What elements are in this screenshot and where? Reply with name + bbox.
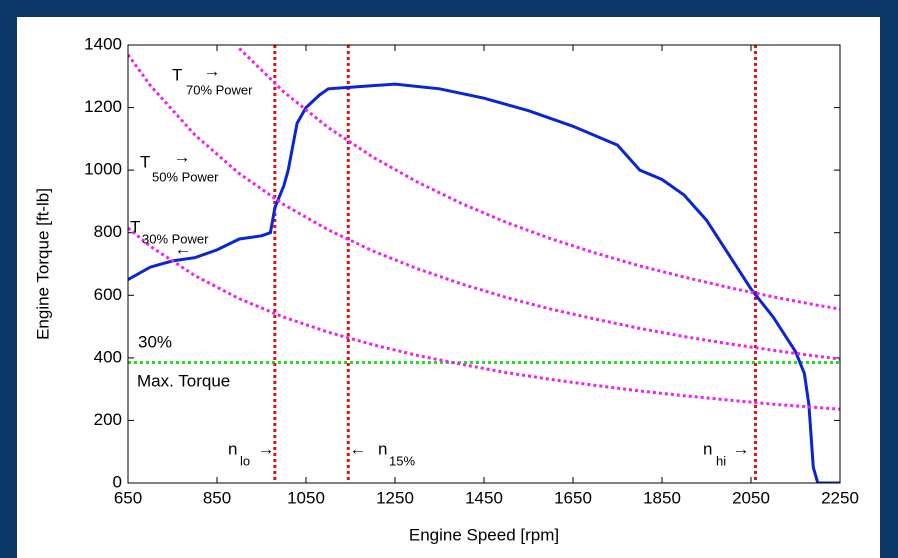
x-tick-label: 2250	[821, 488, 859, 507]
annotation-arrow: →	[204, 61, 221, 80]
x-axis-label: Engine Speed [rpm]	[409, 525, 559, 544]
annotation: n	[378, 439, 387, 458]
x-tick-label: 1650	[554, 488, 592, 507]
x-tick-label: 650	[114, 488, 142, 507]
x-tick-label: 850	[203, 488, 231, 507]
annotation: n	[228, 439, 237, 458]
annotation-subscript: 50% Power	[152, 169, 219, 184]
annotation: n	[703, 439, 712, 458]
annotation-arrow: →	[258, 439, 275, 458]
y-tick-label: 400	[94, 347, 122, 366]
x-tick-label: 1450	[465, 488, 503, 507]
y-tick-label: 1400	[84, 34, 122, 53]
annotation-arrow: ←	[175, 239, 192, 258]
y-tick-label: 1200	[84, 97, 122, 116]
y-tick-label: 600	[94, 285, 122, 304]
annotation: T	[172, 65, 182, 84]
annotation-arrow: ←	[350, 439, 367, 458]
annotation: Max. Torque	[137, 371, 230, 390]
annotation: T	[130, 217, 140, 236]
annotation-arrow: →	[174, 147, 191, 166]
y-tick-label: 1000	[84, 160, 122, 179]
plot-frame	[127, 44, 841, 484]
x-tick-label: 1050	[287, 488, 325, 507]
annotation: T	[140, 152, 150, 171]
annotation-arrow: →	[733, 439, 750, 458]
line	[238, 47, 840, 311]
y-tick-label: 800	[94, 222, 122, 241]
annotation-subscript: 15%	[389, 453, 415, 468]
y-tick-label: 200	[94, 410, 122, 429]
annotation-subscript: 70% Power	[186, 82, 253, 97]
annotation-subscript: lo	[240, 453, 250, 468]
y-axis-label: Engine Torque [ft-lb]	[33, 188, 52, 340]
annotation-subscript: hi	[716, 453, 726, 468]
panel	[17, 17, 880, 558]
y-tick-label: 0	[113, 472, 122, 491]
annotation-subscript: 30% Power	[142, 231, 209, 246]
annotation: 30%	[138, 332, 172, 351]
line	[128, 82, 840, 483]
x-tick-label: 1250	[376, 488, 414, 507]
x-tick-label: 2050	[732, 488, 770, 507]
x-tick-label: 1850	[643, 488, 681, 507]
